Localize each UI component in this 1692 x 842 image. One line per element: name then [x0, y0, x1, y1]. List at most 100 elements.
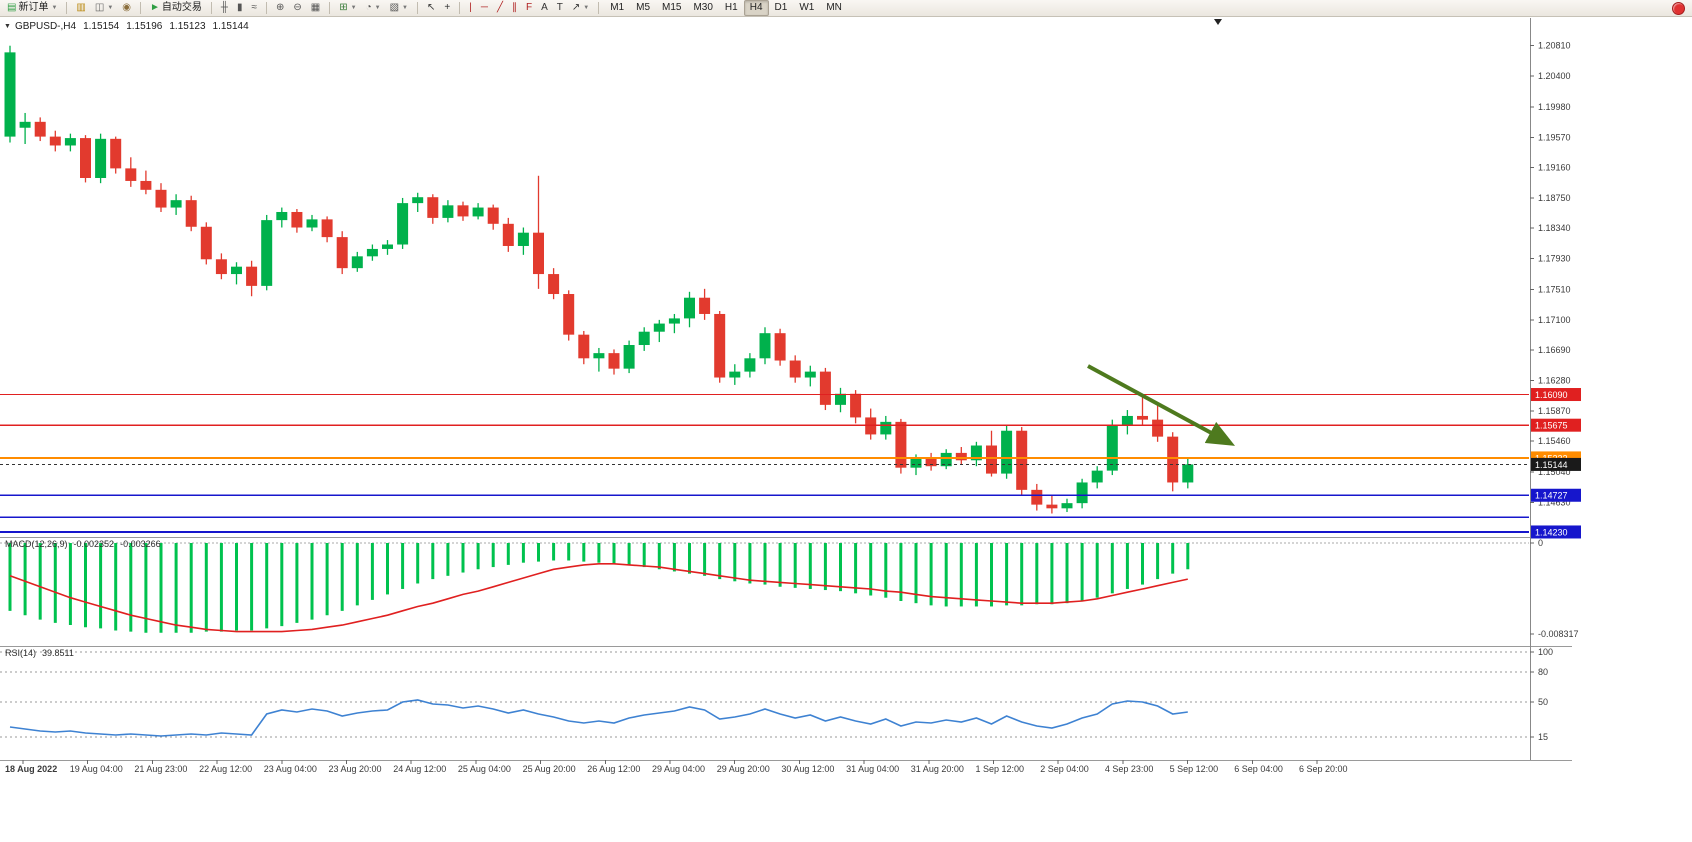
price-tag-text: 1.14727: [1535, 491, 1568, 501]
candle-body: [110, 138, 122, 169]
timeframe-button-mn[interactable]: MN: [826, 2, 842, 13]
timeframe-button-h1[interactable]: H1: [724, 2, 738, 13]
candle-body: [140, 180, 152, 190]
candle-body: [487, 207, 499, 224]
candle-body: [638, 331, 650, 346]
candle-body: [1106, 424, 1118, 471]
candle-body: [729, 371, 741, 378]
zoom-out-button[interactable]: ⊖: [289, 0, 305, 16]
price-axis-label: 1.17930: [1538, 254, 1571, 264]
rsi-axis-label: 80: [1538, 667, 1548, 677]
fibonacci-button[interactable]: F: [522, 0, 536, 16]
candle-body: [457, 205, 469, 217]
candle-body: [125, 168, 137, 181]
candle-body: [623, 345, 635, 369]
price-axis-label: 1.20810: [1538, 41, 1571, 51]
cursor-button[interactable]: ↖: [423, 0, 439, 16]
macd-axis-label: 0: [1538, 538, 1543, 548]
candle-body: [231, 266, 242, 275]
profiles-button[interactable]: ◫ ▼: [91, 0, 117, 16]
rsi-name: RSI(14): [5, 648, 37, 658]
new-order-button-label: 新订单: [18, 2, 49, 13]
new-order-icon: ▤: [7, 2, 17, 13]
horizontal-line-button[interactable]: ─: [477, 0, 492, 16]
time-axis-label: 18 Aug 2022: [5, 764, 57, 774]
chart-window-icon: ▥: [76, 2, 86, 13]
text-button[interactable]: A: [537, 0, 552, 16]
ohlc-low: 1.15123: [169, 21, 206, 32]
horizontal-lines[interactable]: [0, 393, 1529, 534]
candlestick-type-icon: ▮: [237, 2, 243, 13]
indicators-icon: ⊞: [339, 2, 348, 13]
price-axis-label: 1.16690: [1538, 345, 1571, 355]
rsi-axis-label: 50: [1538, 697, 1548, 707]
chart-window-button[interactable]: ▥: [72, 0, 89, 16]
rsi-axis-label: 15: [1538, 732, 1548, 742]
toolbar-separator: [210, 2, 212, 14]
timeframe-button-m15[interactable]: M15: [662, 2, 682, 13]
text-icon: A: [541, 2, 548, 13]
price-axis-label: 1.18340: [1538, 223, 1571, 233]
channel-button[interactable]: ∥: [508, 0, 521, 16]
timeframe-button-m1[interactable]: M1: [610, 2, 625, 13]
vertical-line-button[interactable]: |: [465, 0, 476, 16]
tile-windows-button[interactable]: ▦: [307, 0, 324, 16]
candle-body: [442, 205, 454, 218]
timeframe-buttons: M1 M5 M15 M30 H1 H4 D1 W1 MN: [604, 0, 848, 16]
time-axis-label: 4 Sep 23:00: [1105, 764, 1154, 774]
candle-body: [276, 211, 288, 221]
arrows-button[interactable]: ↗ ▼: [568, 0, 593, 16]
crosshair-button[interactable]: +: [440, 0, 454, 16]
time-axis-label: 21 Aug 23:00: [134, 764, 187, 774]
record-icon[interactable]: [1672, 1, 1685, 15]
time-axis-label: 25 Aug 20:00: [523, 764, 576, 774]
timeframe-button-w1[interactable]: W1: [799, 2, 815, 13]
templates-button[interactable]: ▧ ▼: [386, 0, 412, 16]
autotrade-button[interactable]: ► 自动交易: [146, 0, 206, 16]
trend-arrow[interactable]: [1087, 364, 1236, 446]
toolbar: ▤ 新订单 ▼ ▥ ◫ ▼ ◉ ► 自动交易 ╫ ▮ ≈ ⊕ ⊖ ▦ ⊞ ▼ ◔ ▼ ▧ ▼ ↖ + | ─ ╱ ∥ F A T ↗ ▼ M1…: [0, 0, 1692, 17]
bar-chart-type-button[interactable]: ╫: [217, 0, 232, 16]
candle-body: [835, 393, 846, 405]
label-button[interactable]: T: [553, 0, 567, 16]
channel-icon: ∥: [511, 2, 517, 13]
time-axis-label: 5 Sep 12:00: [1170, 764, 1219, 774]
candle-body: [80, 138, 91, 178]
collapse-triangle-icon[interactable]: ▼: [4, 23, 11, 30]
candle-body: [412, 197, 424, 204]
chevron-down-icon: ▼: [402, 5, 408, 11]
new-order-button[interactable]: ▤ 新订单 ▼: [3, 0, 61, 16]
time-axis-label: 25 Aug 04:00: [458, 764, 511, 774]
periods-button[interactable]: ◔ ▼: [362, 0, 385, 16]
candle-body: [351, 256, 363, 269]
indicators-button[interactable]: ⊞ ▼: [335, 0, 360, 16]
alerts-button[interactable]: ◉: [118, 0, 135, 16]
candlestick-type-button[interactable]: ▮: [233, 0, 247, 16]
price-axis-label: 1.18750: [1538, 193, 1571, 203]
trendline-button[interactable]: ╱: [493, 0, 507, 16]
time-axis-label: 19 Aug 04:00: [70, 764, 123, 774]
timeframe-button-m30[interactable]: M30: [693, 2, 713, 13]
chart-header: ▼ GBPUSD-,H4 1.15154 1.15196 1.15123 1.15144: [4, 21, 249, 32]
line-chart-type-button[interactable]: ≈: [248, 0, 262, 16]
chart-shift-marker[interactable]: [1214, 19, 1222, 25]
price-axis-label: 1.17510: [1538, 285, 1571, 295]
candle-body: [925, 458, 937, 467]
timeframe-button-m5[interactable]: M5: [636, 2, 651, 13]
candle-body: [49, 136, 61, 146]
zoom-out-icon: ⊖: [293, 2, 302, 13]
timeframe-button-d1[interactable]: D1: [774, 2, 788, 13]
price-tag-text: 1.16090: [1535, 390, 1568, 400]
macd-signal-line: [9, 563, 1188, 633]
annotations[interactable]: [1087, 364, 1236, 446]
candle-body: [819, 371, 831, 405]
candle-body: [940, 452, 952, 467]
candle-body: [1167, 436, 1179, 483]
candle-body: [1076, 482, 1088, 504]
zoom-in-button[interactable]: ⊕: [272, 0, 288, 16]
macd-value-signal: -0.003266: [120, 539, 161, 549]
candle-body: [955, 452, 967, 461]
timeframe-button-h4[interactable]: H4: [743, 0, 769, 16]
macd-axis-label: -0.008317: [1538, 629, 1579, 639]
